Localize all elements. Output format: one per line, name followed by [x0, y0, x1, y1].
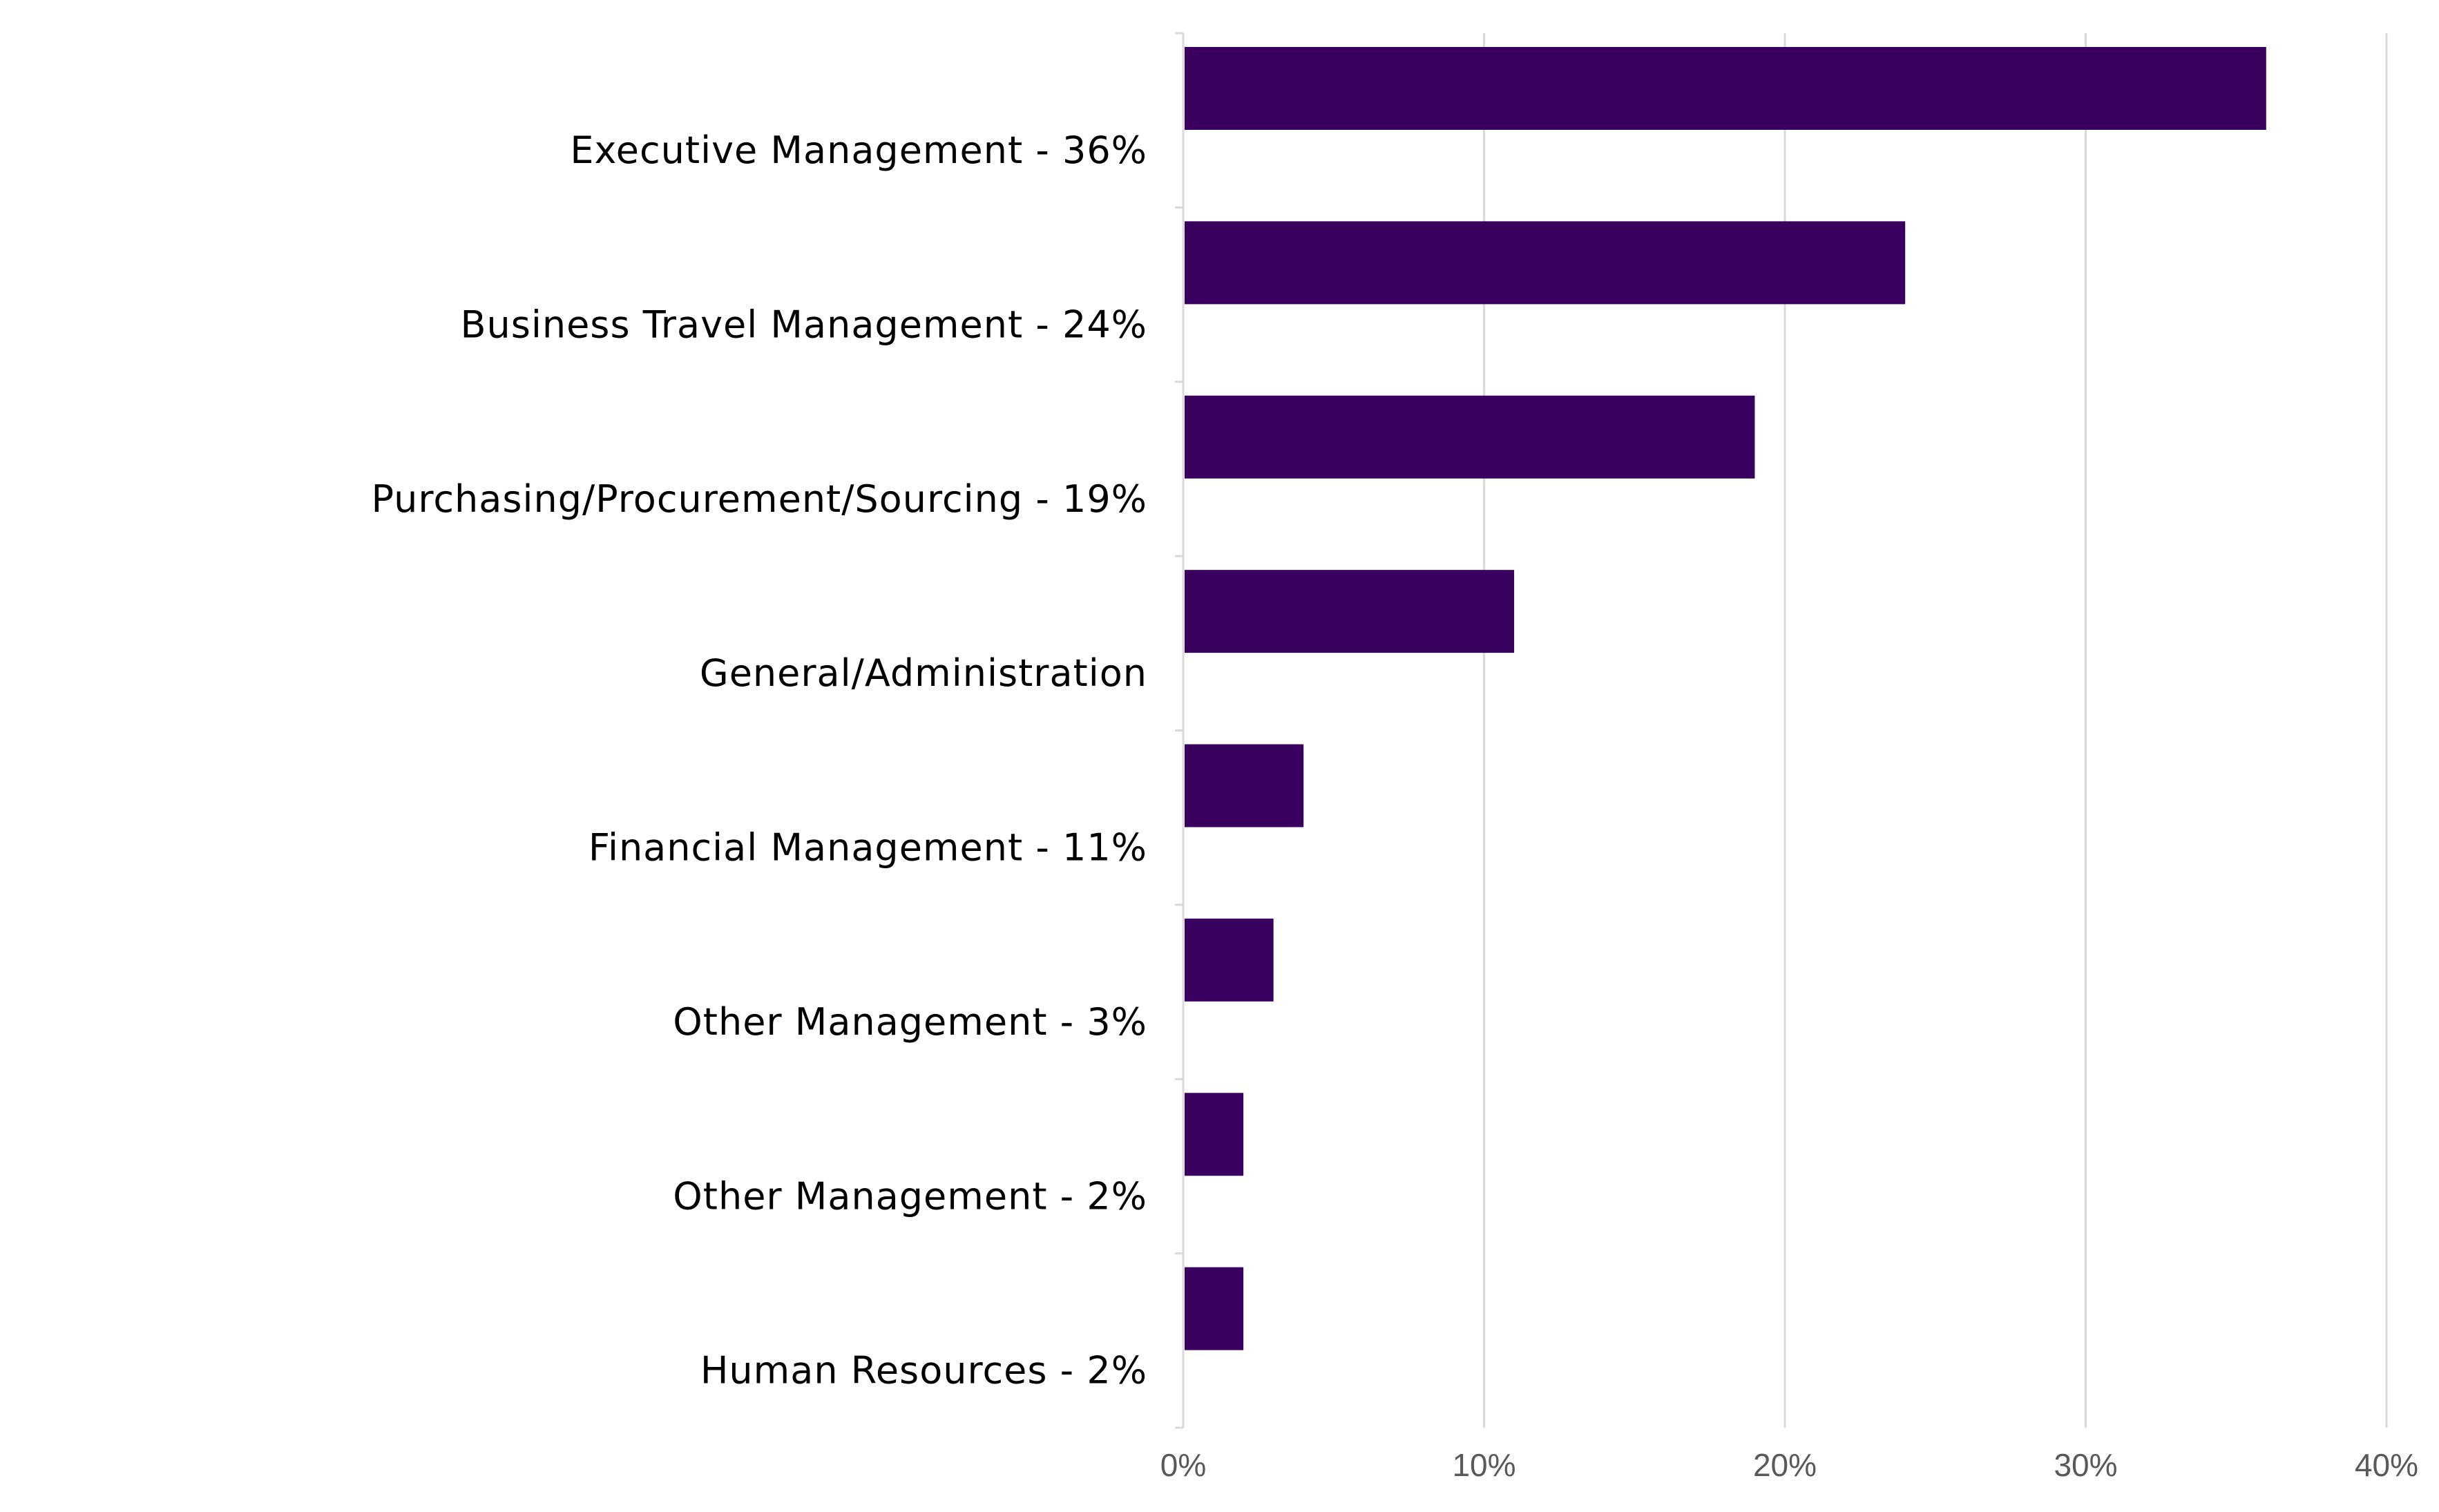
category-label: Other Management - 2% [673, 1174, 1147, 1218]
bar [1185, 918, 1274, 1002]
bar [1185, 570, 1515, 653]
x-tick-label: 30% [2054, 1447, 2117, 1483]
x-tick-label: 10% [1452, 1447, 1515, 1483]
category-label: Executive Management - 36% [570, 128, 1147, 172]
category-label: Human Resources - 2% [700, 1349, 1147, 1393]
category-labels: Executive Management - 36% Business Trave… [371, 128, 1147, 1393]
bar [1185, 1093, 1244, 1176]
bar [1185, 221, 1906, 305]
bar [1185, 395, 1755, 479]
bar [1185, 1267, 1244, 1350]
bar [1185, 47, 2266, 130]
category-label: Financial Management - 11% [589, 826, 1147, 870]
category-label: Business Travel Management - 24% [460, 303, 1147, 346]
x-axis-tick-labels: 0% 10% 20% 30% 40% [1160, 1447, 2418, 1483]
category-label: Purchasing/Procurement/Sourcing - 19% [371, 477, 1147, 521]
category-label: Other Management - 3% [673, 1000, 1147, 1044]
x-tick-label: 0% [1160, 1447, 1206, 1483]
bar [1185, 744, 1304, 827]
x-tick-label: 40% [2355, 1447, 2418, 1483]
bars [1185, 47, 2266, 1350]
category-label: General/Administration [700, 651, 1147, 695]
y-axis [1175, 32, 1185, 1429]
x-tick-label: 20% [1753, 1447, 1817, 1483]
